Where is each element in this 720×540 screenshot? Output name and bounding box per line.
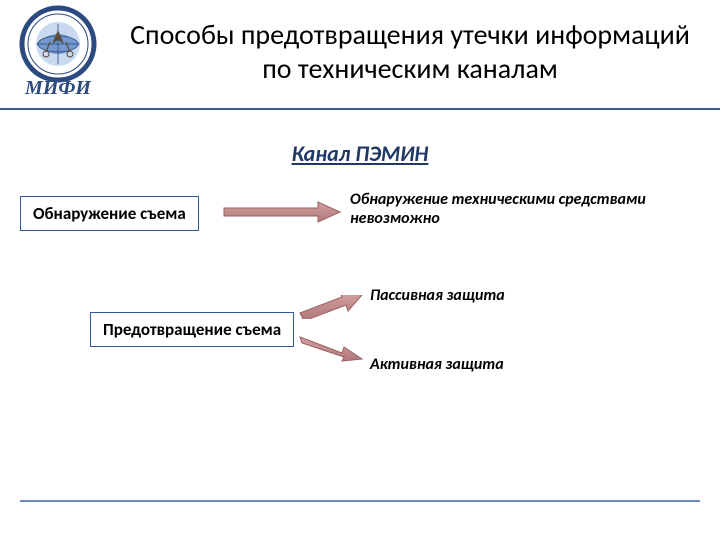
footer-divider <box>20 500 700 502</box>
institute-logo: МИФИ <box>8 4 108 104</box>
detection-box: Обнаружение съема <box>20 196 199 231</box>
active-label: Активная защита <box>370 355 504 374</box>
impossible-label: Обнаружение техническими средствами нево… <box>350 190 690 228</box>
channel-subtitle: Канал ПЭМИН <box>0 140 720 167</box>
prevention-box: Предотвращение съема <box>90 312 294 347</box>
svg-text:МИФИ: МИФИ <box>24 77 92 99</box>
arrow-detection <box>222 200 342 224</box>
header: МИФИ Способы предотвращения утечки инфор… <box>0 0 720 110</box>
page-title: Способы предотвращения утечки информаций… <box>130 18 690 85</box>
passive-label: Пассивная защита <box>370 286 505 305</box>
arrow-passive <box>298 295 364 319</box>
arrow-active <box>298 335 364 363</box>
